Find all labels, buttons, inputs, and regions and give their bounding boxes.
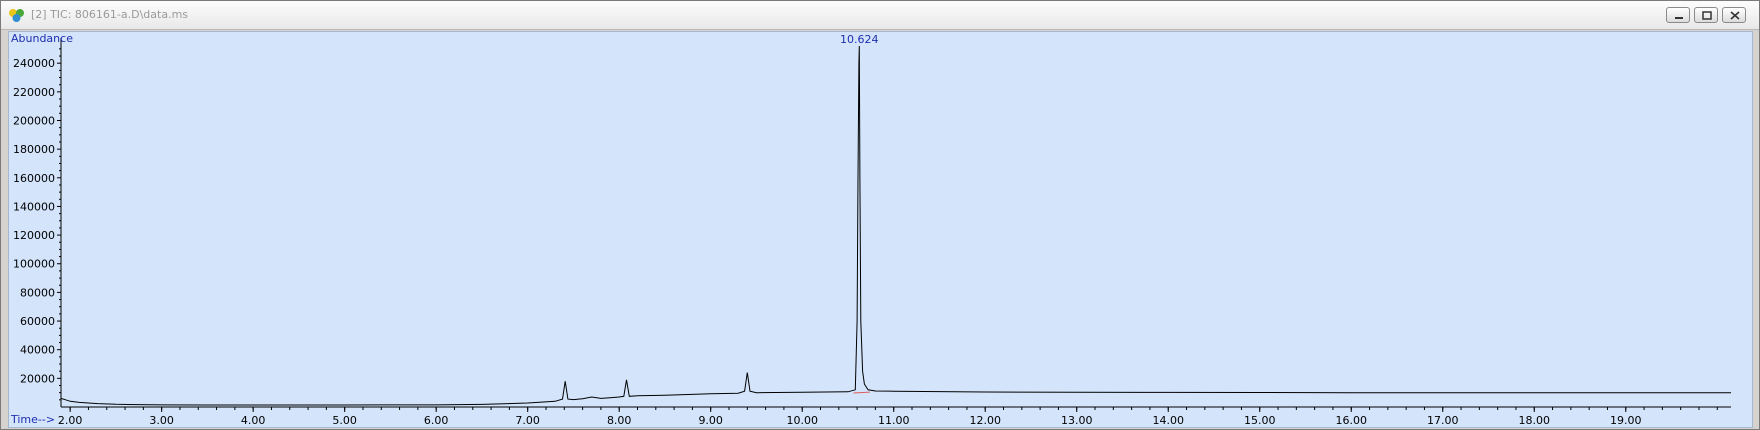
x-tick-label: 3.00 xyxy=(149,414,174,427)
title-bar[interactable]: [2] TIC: 806161-a.D\data.ms xyxy=(1,1,1759,30)
x-tick-label: 5.00 xyxy=(332,414,357,427)
plot-area[interactable]: Abundance Time--> 20000 40000 60000 80000 1000… xyxy=(8,31,1753,428)
y-tick-label: 100000 xyxy=(13,258,55,271)
x-tick-label: 10.00 xyxy=(786,414,818,427)
x-tick-label: 2.00 xyxy=(58,414,83,427)
minimize-icon xyxy=(1675,17,1683,19)
x-tick-label: 17.00 xyxy=(1427,414,1459,427)
tic-trace xyxy=(60,45,1731,406)
y-tick-label: 240000 xyxy=(13,57,55,70)
chemstation-app-icon xyxy=(9,9,24,22)
integration-baseline xyxy=(853,391,870,394)
x-tick-label: 18.00 xyxy=(1519,414,1551,427)
y-tick-label: 180000 xyxy=(13,143,55,156)
y-tick-label: 140000 xyxy=(13,200,55,213)
y-tick-label: 120000 xyxy=(13,229,55,242)
restore-icon xyxy=(1702,11,1712,20)
x-tick-label: 6.00 xyxy=(424,414,449,427)
x-tick-label: 11.00 xyxy=(878,414,910,427)
peak-label: 10.624 xyxy=(840,33,879,46)
x-tick-label: 12.00 xyxy=(969,414,1001,427)
x-tick-label: 8.00 xyxy=(607,414,632,427)
chromatogram-chart: Abundance Time--> 20000 40000 60000 80000 1000… xyxy=(10,32,1731,427)
x-tick-label: 16.00 xyxy=(1335,414,1367,427)
y-tick-label: 40000 xyxy=(20,344,55,357)
x-tick-label: 9.00 xyxy=(698,414,723,427)
restore-button[interactable] xyxy=(1694,7,1718,23)
x-tick-label: 4.00 xyxy=(241,414,266,427)
window-title: [2] TIC: 806161-a.D\data.ms xyxy=(31,8,189,21)
x-axis-label: Time--> xyxy=(10,413,55,426)
x-tick-label: 13.00 xyxy=(1061,414,1093,427)
y-tick-label: 60000 xyxy=(20,315,55,328)
x-tick-label: 14.00 xyxy=(1152,414,1184,427)
close-button[interactable] xyxy=(1722,7,1746,23)
y-tick-label: 200000 xyxy=(13,114,55,127)
close-icon xyxy=(1730,11,1740,20)
x-tick-label: 7.00 xyxy=(515,414,540,427)
y-tick-label: 20000 xyxy=(20,372,55,385)
x-tick-label: 19.00 xyxy=(1610,414,1642,427)
y-tick-label: 220000 xyxy=(13,86,55,99)
minimize-button[interactable] xyxy=(1666,7,1690,23)
y-tick-label: 160000 xyxy=(13,172,55,185)
y-tick-label: 80000 xyxy=(20,286,55,299)
y-axis-label: Abundance xyxy=(11,32,73,45)
x-tick-label: 15.00 xyxy=(1244,414,1276,427)
